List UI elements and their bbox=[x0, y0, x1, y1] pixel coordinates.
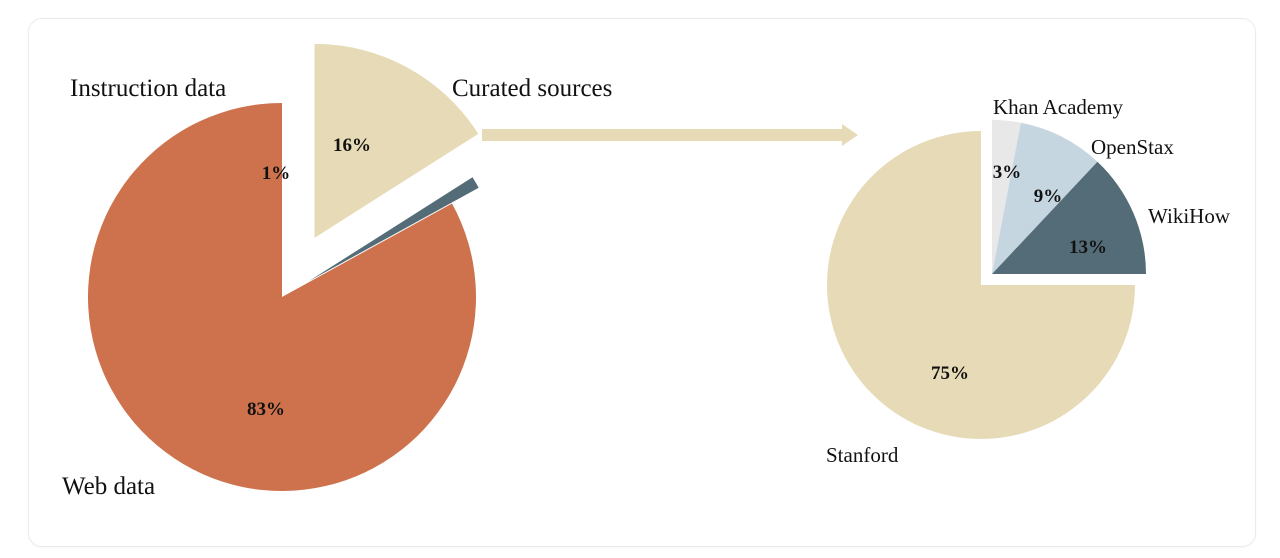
curated-sources-label: Curated sources bbox=[452, 75, 612, 102]
wikihow-slice bbox=[992, 161, 1146, 274]
curated-breakdown-pie-chart bbox=[827, 120, 1146, 439]
khan-academy-slice bbox=[992, 120, 1021, 274]
stanford-label: Stanford bbox=[826, 443, 899, 467]
curated-sources-percent: 16% bbox=[333, 135, 371, 156]
curated-sources-slice bbox=[314, 43, 479, 238]
web-data-label: Web data bbox=[62, 473, 155, 500]
openstax-percent: 9% bbox=[1034, 186, 1063, 207]
wikihow-label: WikiHow bbox=[1148, 204, 1231, 228]
openstax-label: OpenStax bbox=[1091, 135, 1174, 159]
wikihow-percent: 13% bbox=[1069, 237, 1107, 258]
web-data-percent: 83% bbox=[247, 399, 285, 420]
khan-academy-label: Khan Academy bbox=[993, 95, 1124, 119]
arrow-connector bbox=[482, 124, 858, 146]
instruction-data-slice bbox=[308, 177, 479, 282]
stanford-slice bbox=[827, 131, 1135, 439]
instruction-data-label: Instruction data bbox=[70, 75, 226, 102]
openstax-slice bbox=[992, 122, 1098, 275]
instruction-data-percent: 1% bbox=[262, 163, 291, 184]
web-data-slice bbox=[88, 103, 477, 492]
main-pie-chart bbox=[88, 43, 479, 492]
stanford-percent: 75% bbox=[931, 363, 969, 384]
khan-academy-percent: 3% bbox=[993, 162, 1022, 183]
